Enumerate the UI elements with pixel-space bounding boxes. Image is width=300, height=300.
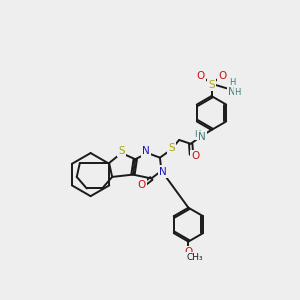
Text: H: H bbox=[194, 130, 201, 139]
Text: CH₃: CH₃ bbox=[186, 253, 203, 262]
Text: N: N bbox=[198, 132, 206, 142]
Text: N: N bbox=[228, 87, 236, 97]
Text: O: O bbox=[218, 71, 226, 81]
Text: N: N bbox=[159, 167, 167, 176]
Text: S: S bbox=[118, 146, 125, 156]
Text: H: H bbox=[229, 79, 236, 88]
Text: S: S bbox=[168, 143, 175, 153]
Text: O: O bbox=[196, 71, 205, 81]
Text: O: O bbox=[184, 248, 193, 257]
Text: O: O bbox=[191, 151, 200, 161]
Text: S: S bbox=[208, 80, 215, 89]
Text: O: O bbox=[137, 180, 146, 190]
Text: H: H bbox=[235, 88, 241, 97]
Text: N: N bbox=[142, 146, 150, 157]
